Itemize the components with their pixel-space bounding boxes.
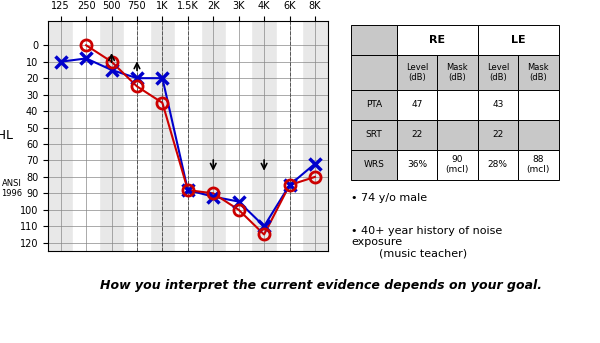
Bar [124,21,149,251]
Bar [397,150,437,179]
Text: SRT: SRT [365,130,382,139]
Bar [518,150,559,179]
Bar [351,90,397,120]
Text: 28%: 28% [488,160,508,169]
Bar [397,120,437,150]
Text: 90
(mcl): 90 (mcl) [446,155,469,174]
Bar [478,120,518,150]
Bar [478,25,559,55]
Text: 88
(mcl): 88 (mcl) [527,155,550,174]
Text: Level
(dB): Level (dB) [406,63,428,82]
Bar [518,55,559,90]
Text: • 74 y/o male: • 74 y/o male [351,193,427,203]
Bar [226,21,251,251]
Bar [518,120,559,150]
Bar [351,120,397,150]
Text: ANSI
1996: ANSI 1996 [1,179,23,198]
Bar [175,21,200,251]
Text: LE: LE [511,35,526,45]
Y-axis label: dB HL: dB HL [0,129,13,142]
Text: RE: RE [429,35,445,45]
Text: 43: 43 [492,100,503,109]
Bar [478,55,518,90]
Bar [397,25,478,55]
Bar [437,55,478,90]
Text: 22: 22 [411,130,422,139]
Text: Mask
(dB): Mask (dB) [446,63,468,82]
Text: 22: 22 [492,130,503,139]
Text: PTA: PTA [366,100,382,109]
Text: • 40+ year history of noise
exposure
        (music teacher): • 40+ year history of noise exposure (mu… [351,226,502,259]
Text: 36%: 36% [407,160,427,169]
Bar [277,21,302,251]
Bar [518,90,559,120]
Bar [478,90,518,120]
Text: Level
(dB): Level (dB) [487,63,509,82]
Bar [437,90,478,120]
Bar [437,120,478,150]
Bar [397,55,437,90]
Bar [351,150,397,179]
Bar [73,21,99,251]
Bar [437,150,478,179]
Text: How you interpret the current evidence depends on your goal.: How you interpret the current evidence d… [100,279,542,292]
Text: 47: 47 [411,100,422,109]
Text: WRS: WRS [364,160,385,169]
Bar [397,90,437,120]
Bar [351,55,397,90]
Text: Mask
(dB): Mask (dB) [527,63,549,82]
Bar [351,25,397,55]
Bar [478,150,518,179]
